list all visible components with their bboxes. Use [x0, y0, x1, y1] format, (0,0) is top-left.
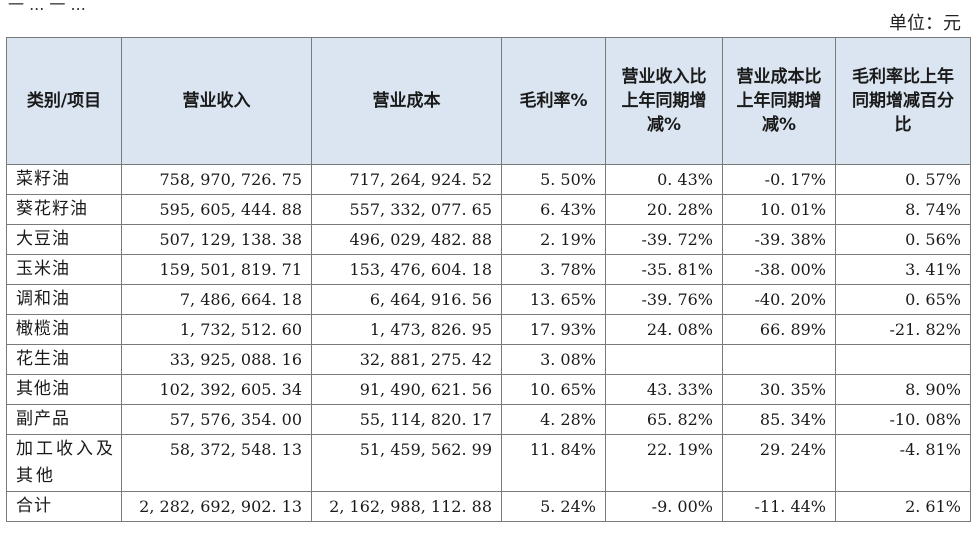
cell-cost-change: 66. 89%: [722, 314, 836, 345]
cell-cost-change: -38. 00%: [722, 254, 836, 285]
cell-margin: 4. 28%: [501, 404, 606, 435]
header-revenue-change: 营业收入比上年同期增减%: [605, 37, 723, 165]
cell-margin: 5. 24%: [501, 491, 606, 522]
cell-revenue-change: [605, 344, 723, 375]
cell-margin-change: -10. 08%: [835, 404, 971, 435]
cell-revenue: 57, 576, 354. 00: [121, 404, 312, 435]
cell-cost-change: 30. 35%: [722, 374, 836, 405]
cell-category: 合计: [6, 491, 122, 522]
cell-revenue-change: -39. 76%: [605, 284, 723, 315]
cell-category: 副产品: [6, 404, 122, 435]
table-row: 加工收入及其他 58, 372, 548. 13 51, 459, 562. 99 1…: [6, 434, 971, 492]
cell-margin-change: 8. 90%: [835, 374, 971, 405]
cell-cost: 496, 029, 482. 88: [311, 224, 502, 255]
cell-margin-change: 2. 61%: [835, 491, 971, 522]
cell-margin-change: [835, 344, 971, 375]
revenue-cost-table: 类别/项目 营业收入 营业成本 毛利率% 营业收入比上年同期增减% 营业成本比上…: [6, 37, 971, 522]
cell-cost: 6, 464, 916. 56: [311, 284, 502, 315]
header-margin: 毛利率%: [501, 37, 606, 165]
cell-cost-change: -0. 17%: [722, 164, 836, 195]
cell-margin-change: -21. 82%: [835, 314, 971, 345]
cell-cost: 557, 332, 077. 65: [311, 194, 502, 225]
cell-revenue: 58, 372, 548. 13: [121, 434, 312, 492]
table-row: 大豆油 507, 129, 138. 38 496, 029, 482. 88 2. …: [6, 224, 971, 255]
cell-cost: 717, 264, 924. 52: [311, 164, 502, 195]
cell-margin: 13. 65%: [501, 284, 606, 315]
cell-margin-change: 0. 57%: [835, 164, 971, 195]
cell-category: 加工收入及其他: [6, 434, 122, 492]
cell-margin: 10. 65%: [501, 374, 606, 405]
table-row: 玉米油 159, 501, 819. 71 153, 476, 604. 18 3. …: [6, 254, 971, 285]
cell-margin-change: 0. 56%: [835, 224, 971, 255]
cell-margin: 3. 78%: [501, 254, 606, 285]
cell-revenue-change: 20. 28%: [605, 194, 723, 225]
cell-cost-change: 29. 24%: [722, 434, 836, 492]
cell-cost: 55, 114, 820. 17: [311, 404, 502, 435]
table-row: 菜籽油 758, 970, 726. 75 717, 264, 924. 52 5. …: [6, 164, 971, 195]
cell-cost: 153, 476, 604. 18: [311, 254, 502, 285]
header-cost: 营业成本: [311, 37, 502, 165]
cell-cost-change: -40. 20%: [722, 284, 836, 315]
table-row: 合计 2, 282, 692, 902. 13 2, 162, 988, 112. …: [6, 491, 971, 522]
cell-margin: 5. 50%: [501, 164, 606, 195]
cell-margin-change: 8. 74%: [835, 194, 971, 225]
cell-category: 菜籽油: [6, 164, 122, 195]
cell-revenue: 758, 970, 726. 75: [121, 164, 312, 195]
table-row: 花生油 33, 925, 088. 16 32, 881, 275. 42 3. 08…: [6, 344, 971, 375]
cell-cost-change: [722, 344, 836, 375]
table-row: 副产品 57, 576, 354. 00 55, 114, 820. 17 4. 28…: [6, 404, 971, 435]
cell-revenue: 102, 392, 605. 34: [121, 374, 312, 405]
cell-margin: 17. 93%: [501, 314, 606, 345]
cell-category: 花生油: [6, 344, 122, 375]
cell-category: 玉米油: [6, 254, 122, 285]
cell-revenue: 7, 486, 664. 18: [121, 284, 312, 315]
cell-revenue: 33, 925, 088. 16: [121, 344, 312, 375]
cell-margin-change: 3. 41%: [835, 254, 971, 285]
cell-category: 葵花籽油: [6, 194, 122, 225]
table-row: 调和油 7, 486, 664. 18 6, 464, 916. 56 13. 65%…: [6, 284, 971, 315]
cell-cost: 91, 490, 621. 56: [311, 374, 502, 405]
header-category: 类别/项目: [6, 37, 122, 165]
clipped-heading-fragment: 一 ... 一 ...: [8, 0, 86, 14]
cell-cost-change: -39. 38%: [722, 224, 836, 255]
cell-cost: 1, 473, 826. 95: [311, 314, 502, 345]
header-cost-change: 营业成本比上年同期增减%: [722, 37, 836, 165]
cell-cost: 32, 881, 275. 42: [311, 344, 502, 375]
cell-revenue-change: 65. 82%: [605, 404, 723, 435]
cell-revenue: 159, 501, 819. 71: [121, 254, 312, 285]
cell-revenue-change: 43. 33%: [605, 374, 723, 405]
cell-margin-change: -4. 81%: [835, 434, 971, 492]
cell-cost: 2, 162, 988, 112. 88: [311, 491, 502, 522]
table-row: 其他油 102, 392, 605. 34 91, 490, 621. 56 10. …: [6, 374, 971, 405]
header-row: 类别/项目 营业收入 营业成本 毛利率% 营业收入比上年同期增减% 营业成本比上…: [6, 37, 971, 165]
unit-label: 单位：元: [889, 13, 961, 34]
cell-revenue-change: -39. 72%: [605, 224, 723, 255]
cell-category: 大豆油: [6, 224, 122, 255]
cell-revenue-change: 0. 43%: [605, 164, 723, 195]
cell-revenue-change: 22. 19%: [605, 434, 723, 492]
cell-revenue: 595, 605, 444. 88: [121, 194, 312, 225]
header-revenue: 营业收入: [121, 37, 312, 165]
cell-margin-change: 0. 65%: [835, 284, 971, 315]
table-row: 橄榄油 1, 732, 512. 60 1, 473, 826. 95 17. 93%…: [6, 314, 971, 345]
cell-cost: 51, 459, 562. 99: [311, 434, 502, 492]
header-margin-change: 毛利率比上年同期增减百分比: [835, 37, 971, 165]
cell-category: 其他油: [6, 374, 122, 405]
cell-margin: 2. 19%: [501, 224, 606, 255]
cell-cost-change: 85. 34%: [722, 404, 836, 435]
cell-revenue: 2, 282, 692, 902. 13: [121, 491, 312, 522]
cell-category: 橄榄油: [6, 314, 122, 345]
cell-margin: 11. 84%: [501, 434, 606, 492]
table-row: 葵花籽油 595, 605, 444. 88 557, 332, 077. 65 6.…: [6, 194, 971, 225]
cell-margin: 6. 43%: [501, 194, 606, 225]
cell-revenue: 1, 732, 512. 60: [121, 314, 312, 345]
cell-revenue-change: -35. 81%: [605, 254, 723, 285]
cell-cost-change: -11. 44%: [722, 491, 836, 522]
cell-cost-change: 10. 01%: [722, 194, 836, 225]
cell-revenue-change: 24. 08%: [605, 314, 723, 345]
cell-category: 调和油: [6, 284, 122, 315]
cell-margin: 3. 08%: [501, 344, 606, 375]
cell-revenue: 507, 129, 138. 38: [121, 224, 312, 255]
cell-revenue-change: -9. 00%: [605, 491, 723, 522]
